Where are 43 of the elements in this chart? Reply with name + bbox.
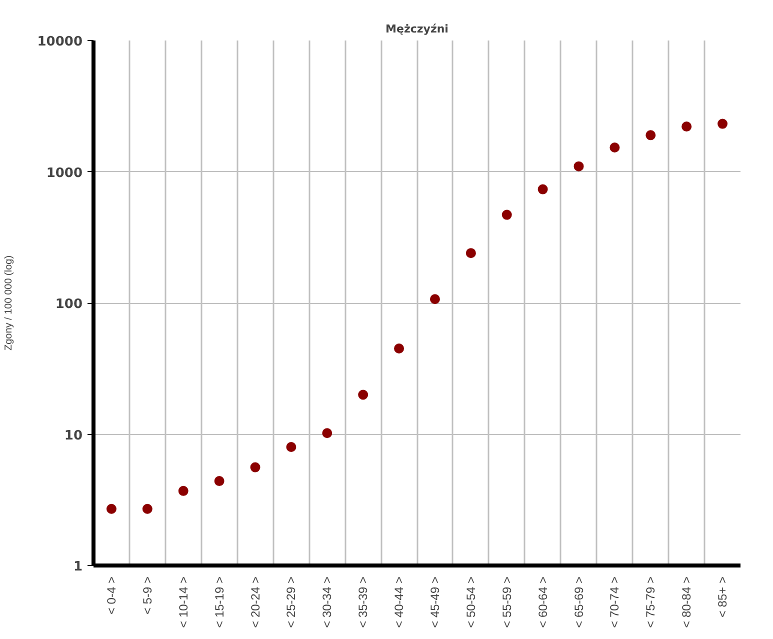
x-tick-label: < 10-14 > (176, 576, 190, 628)
point (250, 462, 260, 472)
point (646, 130, 656, 140)
point (142, 504, 152, 514)
point (718, 118, 728, 129)
x-tick-label: < 25-29 > (284, 576, 298, 628)
x-tick-label: < 85+ > (716, 576, 730, 618)
x-tick-label: < 55-59 > (500, 576, 514, 628)
x-tick-label: < 70-74 > (608, 576, 622, 628)
y-axis-title: Zgony / 100 000 (log) (3, 255, 14, 351)
point (682, 122, 692, 132)
point (610, 142, 620, 152)
x-tick-label: < 35-39 > (356, 576, 370, 628)
y-tick-label: 10 (64, 428, 83, 444)
x-tick-label: < 30-34 > (320, 576, 334, 628)
point (574, 161, 584, 172)
x-tick-label: < 65-69 > (572, 576, 586, 628)
point (538, 184, 548, 194)
y-tick-label: 100 (55, 297, 83, 312)
y-tick-label: 1000 (46, 166, 83, 181)
point (358, 390, 368, 400)
x-tick-label: < 75-79 > (644, 576, 658, 628)
point (106, 504, 116, 514)
x-tick-label: < 0-4 > (104, 576, 118, 615)
point (178, 486, 188, 496)
point (286, 442, 296, 452)
x-tick-label: < 50-54 > (464, 576, 478, 628)
chart-title: Mężczyźni (386, 22, 448, 36)
y-tick-label: 10000 (37, 34, 83, 50)
x-tick-label: < 5-9 > (140, 576, 154, 615)
x-tick-label: < 15-19 > (212, 576, 226, 628)
point (430, 294, 440, 304)
x-tick-label: < 45-49 > (428, 576, 442, 628)
point (394, 344, 404, 354)
point (322, 428, 332, 438)
x-tick-label: < 40-44 > (392, 576, 406, 628)
point (214, 476, 224, 486)
y-tick-label: 1 (73, 560, 82, 574)
point (502, 210, 512, 220)
x-tick-label: < 80-84 > (680, 576, 694, 628)
point (466, 248, 476, 258)
x-tick-label: < 60-64 > (536, 576, 550, 628)
x-tick-label: < 20-24 > (248, 576, 262, 628)
